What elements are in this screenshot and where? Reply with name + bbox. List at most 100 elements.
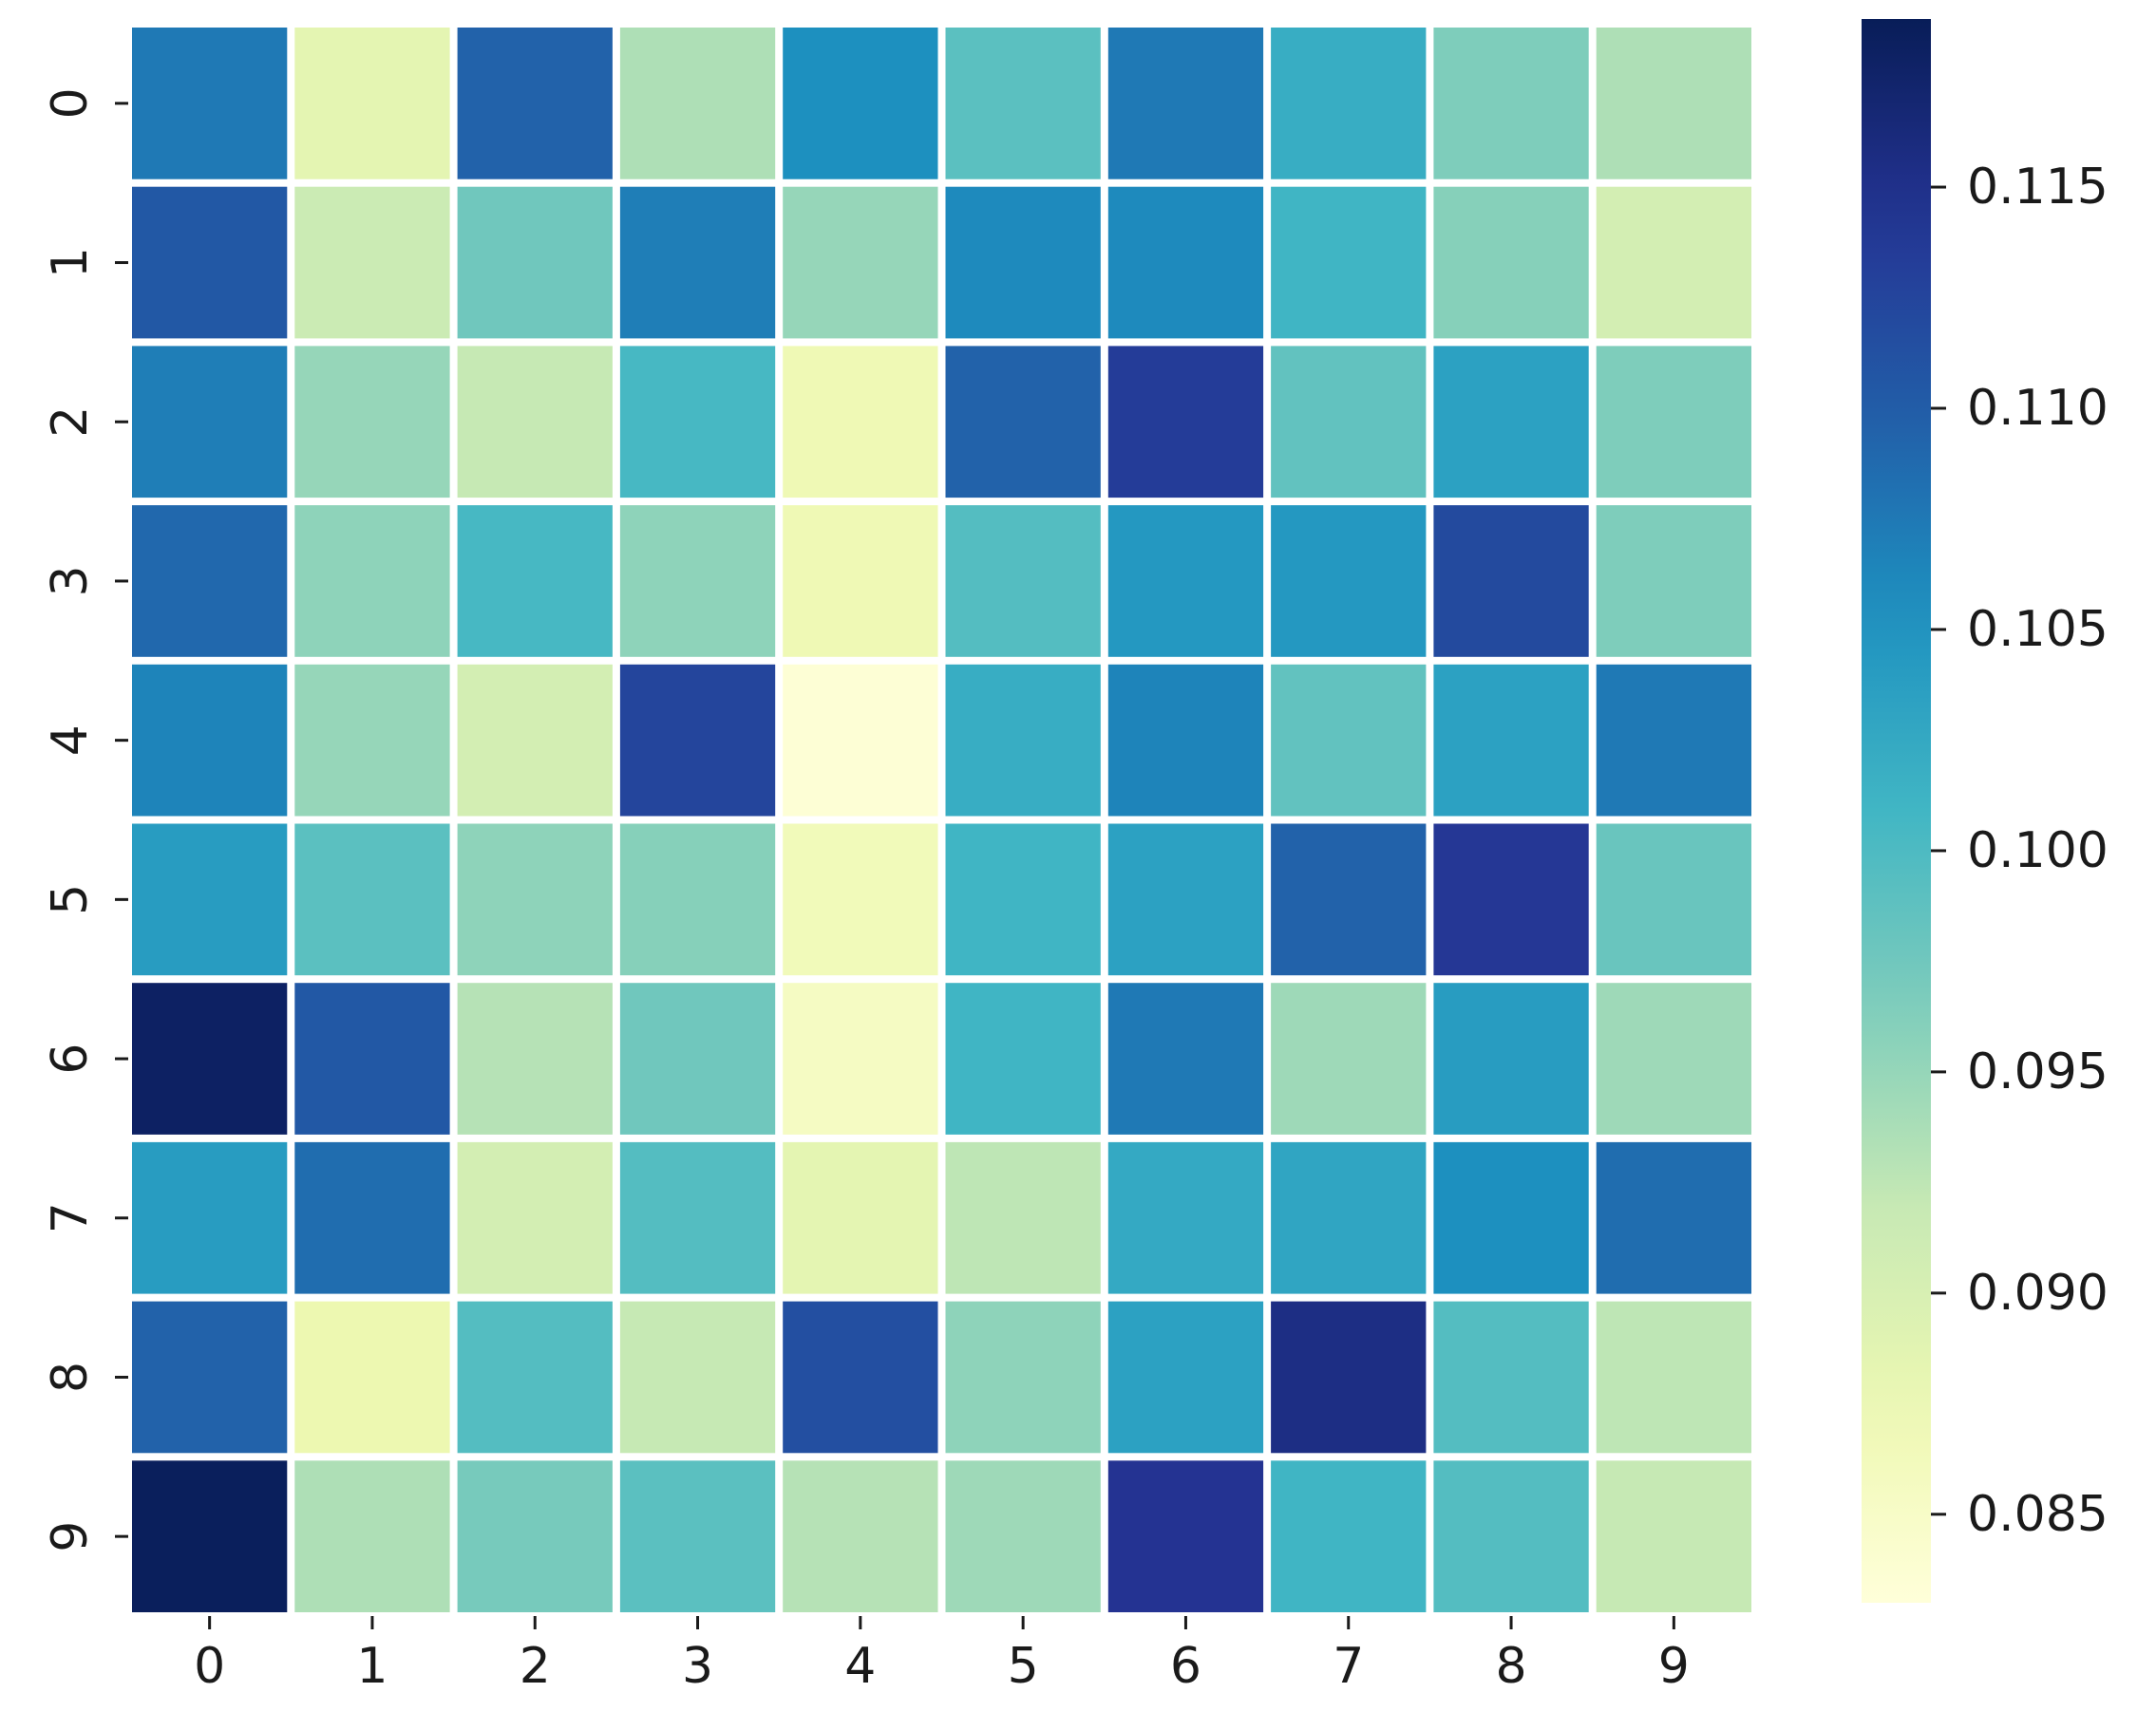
heatmap-cell-r1-c1 xyxy=(294,186,450,339)
heatmap-cell-r5-c8 xyxy=(1433,823,1589,976)
y-axis: 0 1 2 3 4 5 6 7 8 9 xyxy=(42,87,128,1552)
heatmap-cell-r0-c6 xyxy=(1107,28,1264,179)
heatmap-cell-r2-c2 xyxy=(457,346,613,498)
heatmap-cell-r0-c4 xyxy=(783,28,938,179)
y-tick-label: 8 xyxy=(42,1362,99,1393)
heatmap-cell-r7-c2 xyxy=(457,1141,613,1294)
x-tick-label: 9 xyxy=(1658,1638,1690,1695)
heatmap-cell-r3-c2 xyxy=(457,505,613,657)
colorbar-ticks: 0.085 0.090 0.095 0.100 0.105 0.110 0.115 xyxy=(1931,159,2109,1543)
heatmap-cell-r1-c3 xyxy=(619,186,776,339)
heatmap-cell-r1-c2 xyxy=(457,186,613,339)
heatmap-cell-r8-c7 xyxy=(1271,1301,1427,1454)
heatmap-cell-r5-c1 xyxy=(294,823,450,976)
heatmap-cell-r0-c8 xyxy=(1433,28,1589,179)
heatmap-cell-r7-c9 xyxy=(1596,1141,1751,1294)
heatmap-cell-r4-c3 xyxy=(619,664,776,817)
heatmap-cell-r0-c2 xyxy=(457,28,613,179)
heatmap-cell-r1-c7 xyxy=(1271,186,1427,339)
heatmap-cell-r7-c4 xyxy=(783,1141,938,1294)
heatmap-cell-r7-c7 xyxy=(1271,1141,1427,1294)
y-tick-label: 4 xyxy=(42,724,99,756)
heatmap-cell-r6-c4 xyxy=(783,983,938,1135)
heatmap-cell-r9-c5 xyxy=(945,1460,1101,1612)
heatmap-cell-r7-c8 xyxy=(1433,1141,1589,1294)
heatmap-cell-r3-c3 xyxy=(619,505,776,657)
heatmap-cell-r6-c7 xyxy=(1271,983,1427,1135)
heatmap-cell-r8-c8 xyxy=(1433,1301,1589,1454)
heatmap-cell-r0-c0 xyxy=(132,28,288,179)
x-axis: 0 1 2 3 4 5 6 7 8 9 xyxy=(194,1616,1690,1695)
heatmap-cell-r9-c9 xyxy=(1596,1460,1751,1612)
heatmap-cell-r9-c4 xyxy=(783,1460,938,1612)
y-tick-label: 9 xyxy=(42,1521,99,1552)
heatmap-cell-r7-c5 xyxy=(945,1141,1101,1294)
heatmap-cell-r6-c8 xyxy=(1433,983,1589,1135)
x-tick-label: 2 xyxy=(520,1638,551,1695)
x-tick-label: 6 xyxy=(1170,1638,1201,1695)
heatmap-cell-r3-c6 xyxy=(1107,505,1264,657)
x-tick-label: 8 xyxy=(1496,1638,1527,1695)
x-tick-label: 7 xyxy=(1333,1638,1364,1695)
heatmap-cell-r3-c4 xyxy=(783,505,938,657)
heatmap-cell-r2-c0 xyxy=(132,346,288,498)
heatmap-cell-r9-c7 xyxy=(1271,1460,1427,1612)
y-tick-label: 6 xyxy=(42,1044,99,1075)
heatmap-cell-r4-c8 xyxy=(1433,664,1589,817)
heatmap-cell-r9-c2 xyxy=(457,1460,613,1612)
heatmap-cell-r1-c9 xyxy=(1596,186,1751,339)
colorbar-tick-label: 0.115 xyxy=(1967,159,2109,216)
heatmap-cell-r7-c6 xyxy=(1107,1141,1264,1294)
heatmap-cell-r0-c1 xyxy=(294,28,450,179)
heatmap-cell-r3-c9 xyxy=(1596,505,1751,657)
y-tick-label: 0 xyxy=(42,87,99,119)
heatmap-cell-r4-c0 xyxy=(132,664,288,817)
heatmap-cell-r9-c0 xyxy=(132,1460,288,1612)
y-tick-label: 5 xyxy=(42,884,99,915)
heatmap-cell-r9-c8 xyxy=(1433,1460,1589,1612)
x-tick-label: 3 xyxy=(682,1638,713,1695)
colorbar-tick-label: 0.100 xyxy=(1967,822,2109,879)
heatmap-cell-r2-c8 xyxy=(1433,346,1589,498)
heatmap-cell-r7-c3 xyxy=(619,1141,776,1294)
heatmap-cell-r5-c5 xyxy=(945,823,1101,976)
heatmap-cell-r5-c9 xyxy=(1596,823,1751,976)
y-tick-label: 3 xyxy=(42,565,99,596)
heatmap-cell-r8-c5 xyxy=(945,1301,1101,1454)
heatmap-cell-r5-c6 xyxy=(1107,823,1264,976)
heatmap-cell-r1-c0 xyxy=(132,186,288,339)
heatmap-cell-r2-c7 xyxy=(1271,346,1427,498)
y-tick-label: 2 xyxy=(42,406,99,438)
heatmap-cell-r6-c1 xyxy=(294,983,450,1135)
heatmap-cell-r8-c9 xyxy=(1596,1301,1751,1454)
heatmap-cell-r4-c6 xyxy=(1107,664,1264,817)
heatmap-cell-r8-c3 xyxy=(619,1301,776,1454)
heatmap-cell-r0-c9 xyxy=(1596,28,1751,179)
heatmap-cell-r1-c8 xyxy=(1433,186,1589,339)
heatmap-cell-r6-c3 xyxy=(619,983,776,1135)
x-tick-label: 4 xyxy=(844,1638,876,1695)
heatmap-cell-r4-c4 xyxy=(783,664,938,817)
heatmap-cell-r1-c5 xyxy=(945,186,1101,339)
heatmap-cell-r5-c2 xyxy=(457,823,613,976)
heatmap-cell-r8-c6 xyxy=(1107,1301,1264,1454)
heatmap-cell-r0-c7 xyxy=(1271,28,1427,179)
heatmap-cell-r9-c6 xyxy=(1107,1460,1264,1612)
colorbar-gradient xyxy=(1862,19,1931,1603)
colorbar-tick-label: 0.095 xyxy=(1967,1044,2109,1100)
heatmap-cell-r3-c0 xyxy=(132,505,288,657)
heatmap-cell-r8-c0 xyxy=(132,1301,288,1454)
heatmap-cell-r0-c5 xyxy=(945,28,1101,179)
heatmap-cell-r4-c5 xyxy=(945,664,1101,817)
heatmap-cell-r2-c4 xyxy=(783,346,938,498)
heatmap-cell-r7-c1 xyxy=(294,1141,450,1294)
heatmap-cell-r2-c1 xyxy=(294,346,450,498)
heatmap-cell-r0-c3 xyxy=(619,28,776,179)
colorbar xyxy=(1862,19,1931,1603)
heatmap-cell-r8-c4 xyxy=(783,1301,938,1454)
heatmap-cell-r1-c4 xyxy=(783,186,938,339)
heatmap-cell-r2-c6 xyxy=(1107,346,1264,498)
heatmap-cell-r4-c7 xyxy=(1271,664,1427,817)
heatmap-cell-r4-c9 xyxy=(1596,664,1751,817)
